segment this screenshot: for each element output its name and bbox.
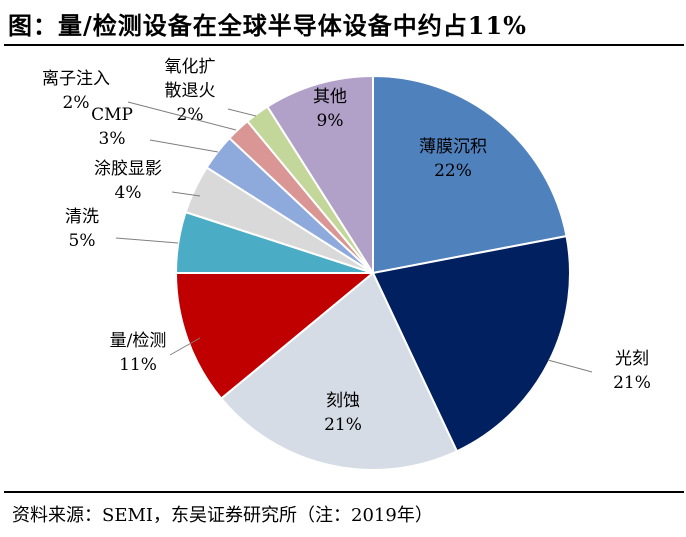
slice-label-thin-film: 薄膜沉积 22% [419,137,487,181]
leader-line-cmp [149,139,219,153]
chart-title: 图：量/检测设备在全球半导体设备中约占11% [8,11,527,40]
slice-label-lithography: 光刻 21% [613,349,651,393]
title-divider [4,44,684,46]
pie-slice-lithography [371,234,571,453]
slice-label-cleaning: 清洗 5% [65,207,99,251]
source-note: 资料来源：SEMI，东吴证券研究所（注：2019年） [12,505,433,526]
leader-line-cleaning [115,237,179,244]
leader-line-oxidation [227,108,257,117]
leader-lines [115,101,593,373]
pie-slices [174,74,571,471]
slice-label-oxidation: 氧化扩散退火 2% [165,57,216,125]
slice-label-metrology: 量/检测 11% [110,331,167,375]
leader-line-ion-implant [127,101,237,131]
slice-labels: 薄膜沉积 22% 光刻 21% 刻蚀 21% 量/检测 11% 清洗 5% 涂胶显影 4% CMP 3%离… [42,57,651,435]
leader-line-lithography [547,359,593,373]
source-divider [4,491,684,493]
leader-line-coating [171,191,201,197]
slice-label-etch: 刻蚀 21% [324,391,362,435]
slice-label-ion-implant: 离子注入 2% [42,69,110,113]
slice-label-cmp: CMP 3% [91,105,133,149]
pie-slice-other [266,74,374,277]
pie-slice-thin-film [372,74,568,275]
slice-label-other: 其他 9% [313,87,347,131]
slice-label-coating: 涂胶显影 4% [94,159,162,203]
pie-slice-etch [219,271,459,471]
pie-slice-metrology [174,272,376,400]
leader-line-metrology [169,337,201,356]
